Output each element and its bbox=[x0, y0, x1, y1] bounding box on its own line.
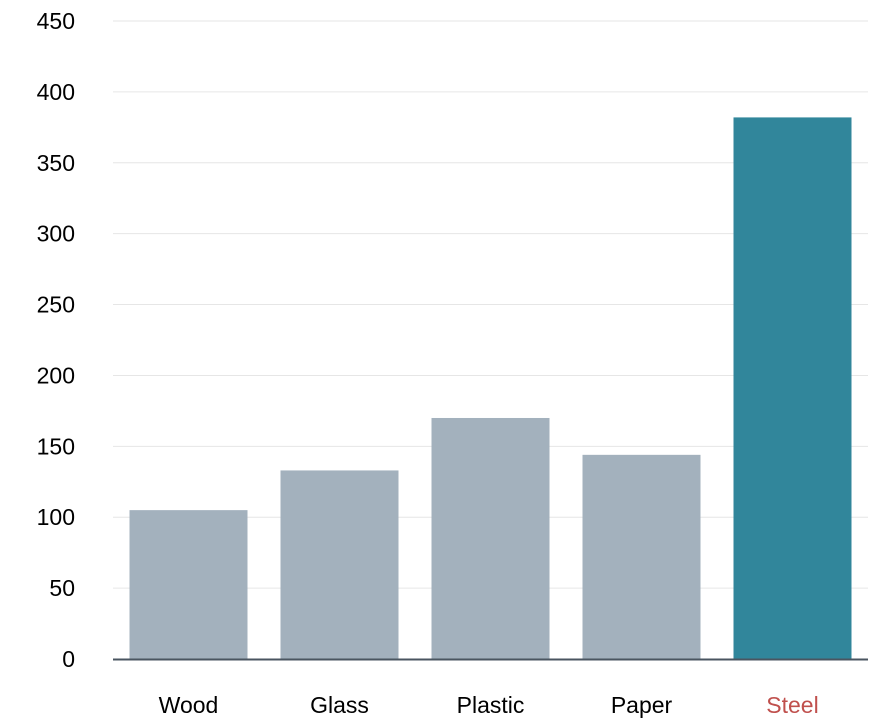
y-tick-label: 450 bbox=[37, 8, 75, 34]
bar-steel bbox=[733, 117, 852, 660]
x-tick-label-plastic: Plastic bbox=[457, 692, 525, 718]
y-tick-label: 150 bbox=[37, 433, 75, 459]
x-tick-label-wood: Wood bbox=[159, 692, 219, 718]
bar-paper bbox=[582, 454, 701, 659]
y-tick-label: 50 bbox=[49, 575, 75, 601]
y-tick-label: 200 bbox=[37, 362, 75, 388]
y-tick-label: 100 bbox=[37, 504, 75, 530]
x-tick-label-paper: Paper bbox=[611, 692, 673, 718]
y-tick-label: 300 bbox=[37, 221, 75, 247]
y-tick-label: 0 bbox=[62, 646, 75, 672]
x-tick-label-glass: Glass bbox=[310, 692, 369, 718]
y-tick-label: 400 bbox=[37, 79, 75, 105]
x-axis-category-labels: Wood Glass Plastic Paper Steel bbox=[159, 692, 819, 718]
y-tick-label: 350 bbox=[37, 150, 75, 176]
bars bbox=[129, 117, 852, 660]
bar-glass bbox=[280, 470, 399, 659]
y-axis-tick-labels: 0 50 100 150 200 250 300 350 400 450 bbox=[37, 8, 75, 672]
bar-wood bbox=[129, 510, 248, 659]
y-tick-label: 250 bbox=[37, 292, 75, 318]
x-tick-label-steel: Steel bbox=[766, 692, 818, 718]
bar-plastic bbox=[431, 417, 550, 659]
